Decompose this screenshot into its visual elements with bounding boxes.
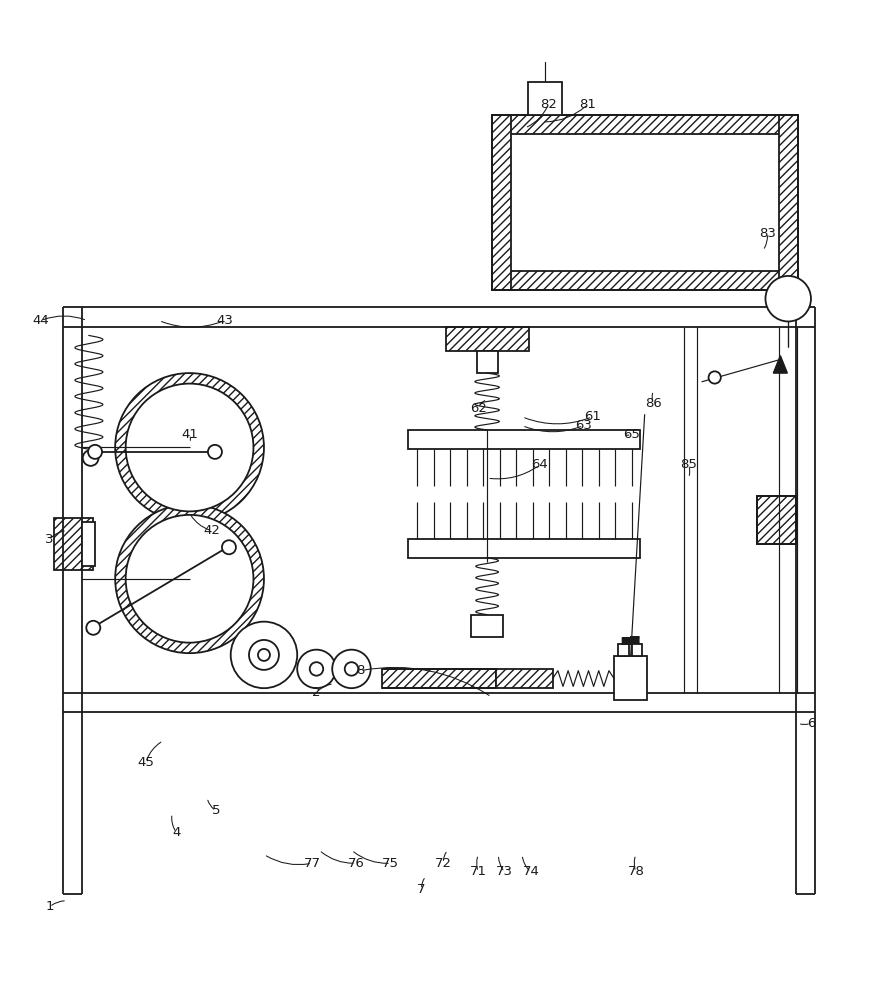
Text: 74: 74 — [522, 865, 538, 878]
Text: 61: 61 — [583, 410, 600, 423]
Text: 2: 2 — [312, 686, 320, 699]
Text: 62: 62 — [469, 402, 486, 415]
Text: 6: 6 — [806, 717, 814, 730]
Circle shape — [765, 276, 810, 321]
Text: 41: 41 — [181, 428, 198, 441]
Bar — [617, 644, 628, 656]
Bar — [476, 351, 497, 373]
Circle shape — [115, 504, 264, 653]
Text: 78: 78 — [627, 865, 644, 878]
Bar — [445, 327, 528, 351]
Bar — [408, 430, 639, 449]
Circle shape — [231, 622, 297, 688]
Bar — [471, 615, 503, 637]
Circle shape — [125, 515, 253, 643]
Bar — [756, 496, 795, 544]
Text: 45: 45 — [137, 756, 154, 769]
Text: 71: 71 — [469, 865, 487, 878]
Bar — [53, 518, 93, 570]
Circle shape — [222, 540, 236, 554]
Circle shape — [297, 650, 335, 688]
Bar — [408, 539, 639, 558]
Circle shape — [82, 450, 98, 466]
Bar — [496, 669, 553, 688]
Text: 44: 44 — [32, 314, 49, 327]
Bar — [82, 522, 95, 566]
Circle shape — [86, 621, 100, 635]
Text: 3: 3 — [46, 533, 53, 546]
Bar — [491, 115, 797, 134]
Bar — [756, 496, 795, 544]
Text: 85: 85 — [679, 458, 696, 471]
Circle shape — [115, 373, 264, 522]
Text: 77: 77 — [303, 857, 320, 870]
Text: 72: 72 — [434, 857, 452, 870]
Text: 75: 75 — [381, 857, 399, 870]
Circle shape — [345, 662, 358, 676]
Circle shape — [249, 640, 279, 670]
Text: 42: 42 — [203, 524, 219, 537]
Bar — [631, 644, 641, 656]
Text: 5: 5 — [211, 804, 220, 817]
Circle shape — [88, 445, 102, 459]
Bar — [778, 115, 797, 290]
Circle shape — [208, 445, 222, 459]
Text: 1: 1 — [46, 900, 53, 913]
Text: 73: 73 — [496, 865, 512, 878]
Text: 76: 76 — [347, 857, 364, 870]
Circle shape — [310, 662, 323, 676]
Text: 83: 83 — [758, 227, 774, 240]
Circle shape — [258, 649, 269, 661]
Bar — [491, 271, 797, 290]
Polygon shape — [773, 356, 787, 373]
Text: 82: 82 — [539, 98, 556, 111]
Circle shape — [708, 371, 720, 384]
Text: 64: 64 — [531, 458, 547, 471]
Bar — [528, 82, 561, 115]
Bar — [491, 115, 510, 290]
Bar — [491, 115, 797, 290]
Text: 65: 65 — [623, 428, 639, 441]
Text: 81: 81 — [579, 98, 595, 111]
Text: 4: 4 — [172, 826, 181, 839]
Bar — [381, 669, 496, 688]
Text: 43: 43 — [216, 314, 232, 327]
Circle shape — [332, 650, 370, 688]
Circle shape — [125, 384, 253, 511]
Text: 63: 63 — [574, 419, 591, 432]
Bar — [613, 656, 646, 700]
Text: 86: 86 — [645, 397, 661, 410]
Text: 8: 8 — [356, 664, 364, 677]
Text: 7: 7 — [417, 883, 425, 896]
